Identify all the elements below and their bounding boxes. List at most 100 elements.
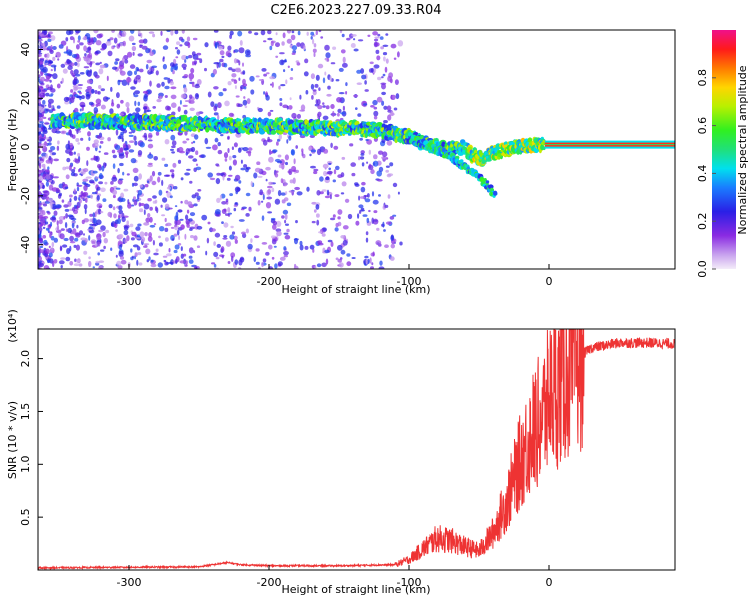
noise-blob (39, 121, 44, 124)
noise-blob (364, 255, 369, 259)
noise-blob (279, 98, 283, 101)
spectrogram-y-ticks: -40 -20 0 20 40 (19, 43, 43, 254)
noise-blob (373, 115, 378, 120)
noise-blob (119, 256, 125, 260)
noise-blob (270, 40, 274, 47)
noise-blob (376, 96, 383, 103)
noise-blob (66, 49, 72, 55)
noise-blob (373, 154, 378, 160)
noise-blob (393, 57, 397, 60)
noise-blob (269, 76, 275, 80)
noise-blob (147, 153, 154, 159)
noise-blob (161, 179, 164, 186)
noise-blob (196, 57, 201, 61)
noise-blob (282, 209, 289, 215)
noise-blob (114, 61, 118, 65)
noise-blob (47, 259, 51, 264)
noise-blob (365, 138, 369, 142)
snr-x-ticks: -300 -200 -100 0 (117, 565, 553, 589)
noise-blob (165, 37, 170, 43)
noise-blob (106, 75, 109, 82)
noise-blob (130, 30, 135, 34)
noise-blob (99, 61, 102, 65)
noise-blob (394, 79, 399, 85)
noise-blob (365, 237, 369, 243)
noise-blob (227, 135, 230, 139)
noise-blob (111, 102, 115, 107)
noise-blob (337, 244, 343, 251)
colorbar: 0.0 0.2 0.4 0.6 0.8 Normalized spectral ampl… (696, 30, 749, 278)
noise-blob (45, 108, 50, 112)
noise-blob (164, 163, 169, 167)
noise-blob (97, 252, 100, 256)
noise-blob (210, 228, 216, 232)
noise-blob (100, 88, 106, 92)
noise-blob (179, 44, 183, 47)
noise-blob (386, 140, 393, 146)
noise-blob (234, 186, 241, 193)
noise-blob (292, 177, 296, 184)
noise-blob (162, 63, 167, 70)
noise-blob (185, 214, 189, 221)
noise-blob (329, 194, 332, 200)
noise-blob (376, 179, 383, 182)
noise-blob (139, 203, 145, 206)
noise-blob (323, 148, 329, 154)
noise-blob (374, 36, 380, 39)
noise-blob (286, 202, 292, 207)
noise-blob (77, 152, 81, 157)
noise-blob (69, 194, 73, 198)
noise-blob (47, 211, 51, 215)
noise-blob (170, 62, 175, 68)
colorbar-label: Normalized spectral amplitude (736, 65, 749, 234)
noise-blob (327, 85, 331, 90)
noise-blob (281, 163, 285, 170)
colorbar-tick-label: 0.8 (696, 69, 709, 87)
noise-blob (191, 141, 194, 145)
noise-blob (362, 214, 368, 217)
noise-blob (175, 47, 178, 50)
noise-blob (38, 215, 44, 219)
noise-blob (213, 112, 219, 116)
noise-blob (64, 186, 69, 190)
noise-blob (333, 145, 339, 150)
noise-blob (291, 30, 295, 34)
noise-blob (43, 190, 50, 197)
noise-blob (350, 43, 356, 48)
noise-blob (387, 194, 391, 199)
noise-blob (272, 224, 277, 230)
noise-blob (60, 257, 66, 260)
noise-blob (211, 262, 216, 265)
noise-blob (349, 143, 354, 147)
noise-blob (290, 149, 295, 156)
noise-blob (267, 136, 270, 142)
noise-blob (163, 259, 167, 263)
noise-blob (167, 77, 171, 84)
noise-blob (255, 75, 260, 78)
noise-blob (263, 91, 266, 95)
noise-blob (44, 221, 49, 225)
noise-blob (164, 203, 170, 209)
noise-blob (253, 172, 258, 179)
noise-blob (196, 245, 201, 248)
noise-blob (340, 112, 346, 115)
noise-blob (70, 171, 76, 177)
noise-blob (238, 47, 245, 54)
noise-blob (281, 215, 285, 219)
noise-blob (326, 189, 330, 196)
noise-blob (253, 256, 257, 263)
noise-blob (193, 235, 198, 241)
noise-blob (233, 207, 237, 212)
noise-blob (227, 207, 231, 213)
noise-blob (79, 95, 82, 101)
noise-blob (372, 251, 375, 257)
noise-blob (337, 209, 343, 215)
noise-blob (344, 198, 350, 203)
noise-blob (242, 83, 248, 87)
noise-blob (213, 241, 216, 246)
noise-blob (79, 42, 84, 46)
noise-blob (385, 58, 389, 64)
noise-blob (291, 52, 296, 55)
noise-blob (247, 151, 252, 157)
noise-blob (375, 240, 382, 246)
